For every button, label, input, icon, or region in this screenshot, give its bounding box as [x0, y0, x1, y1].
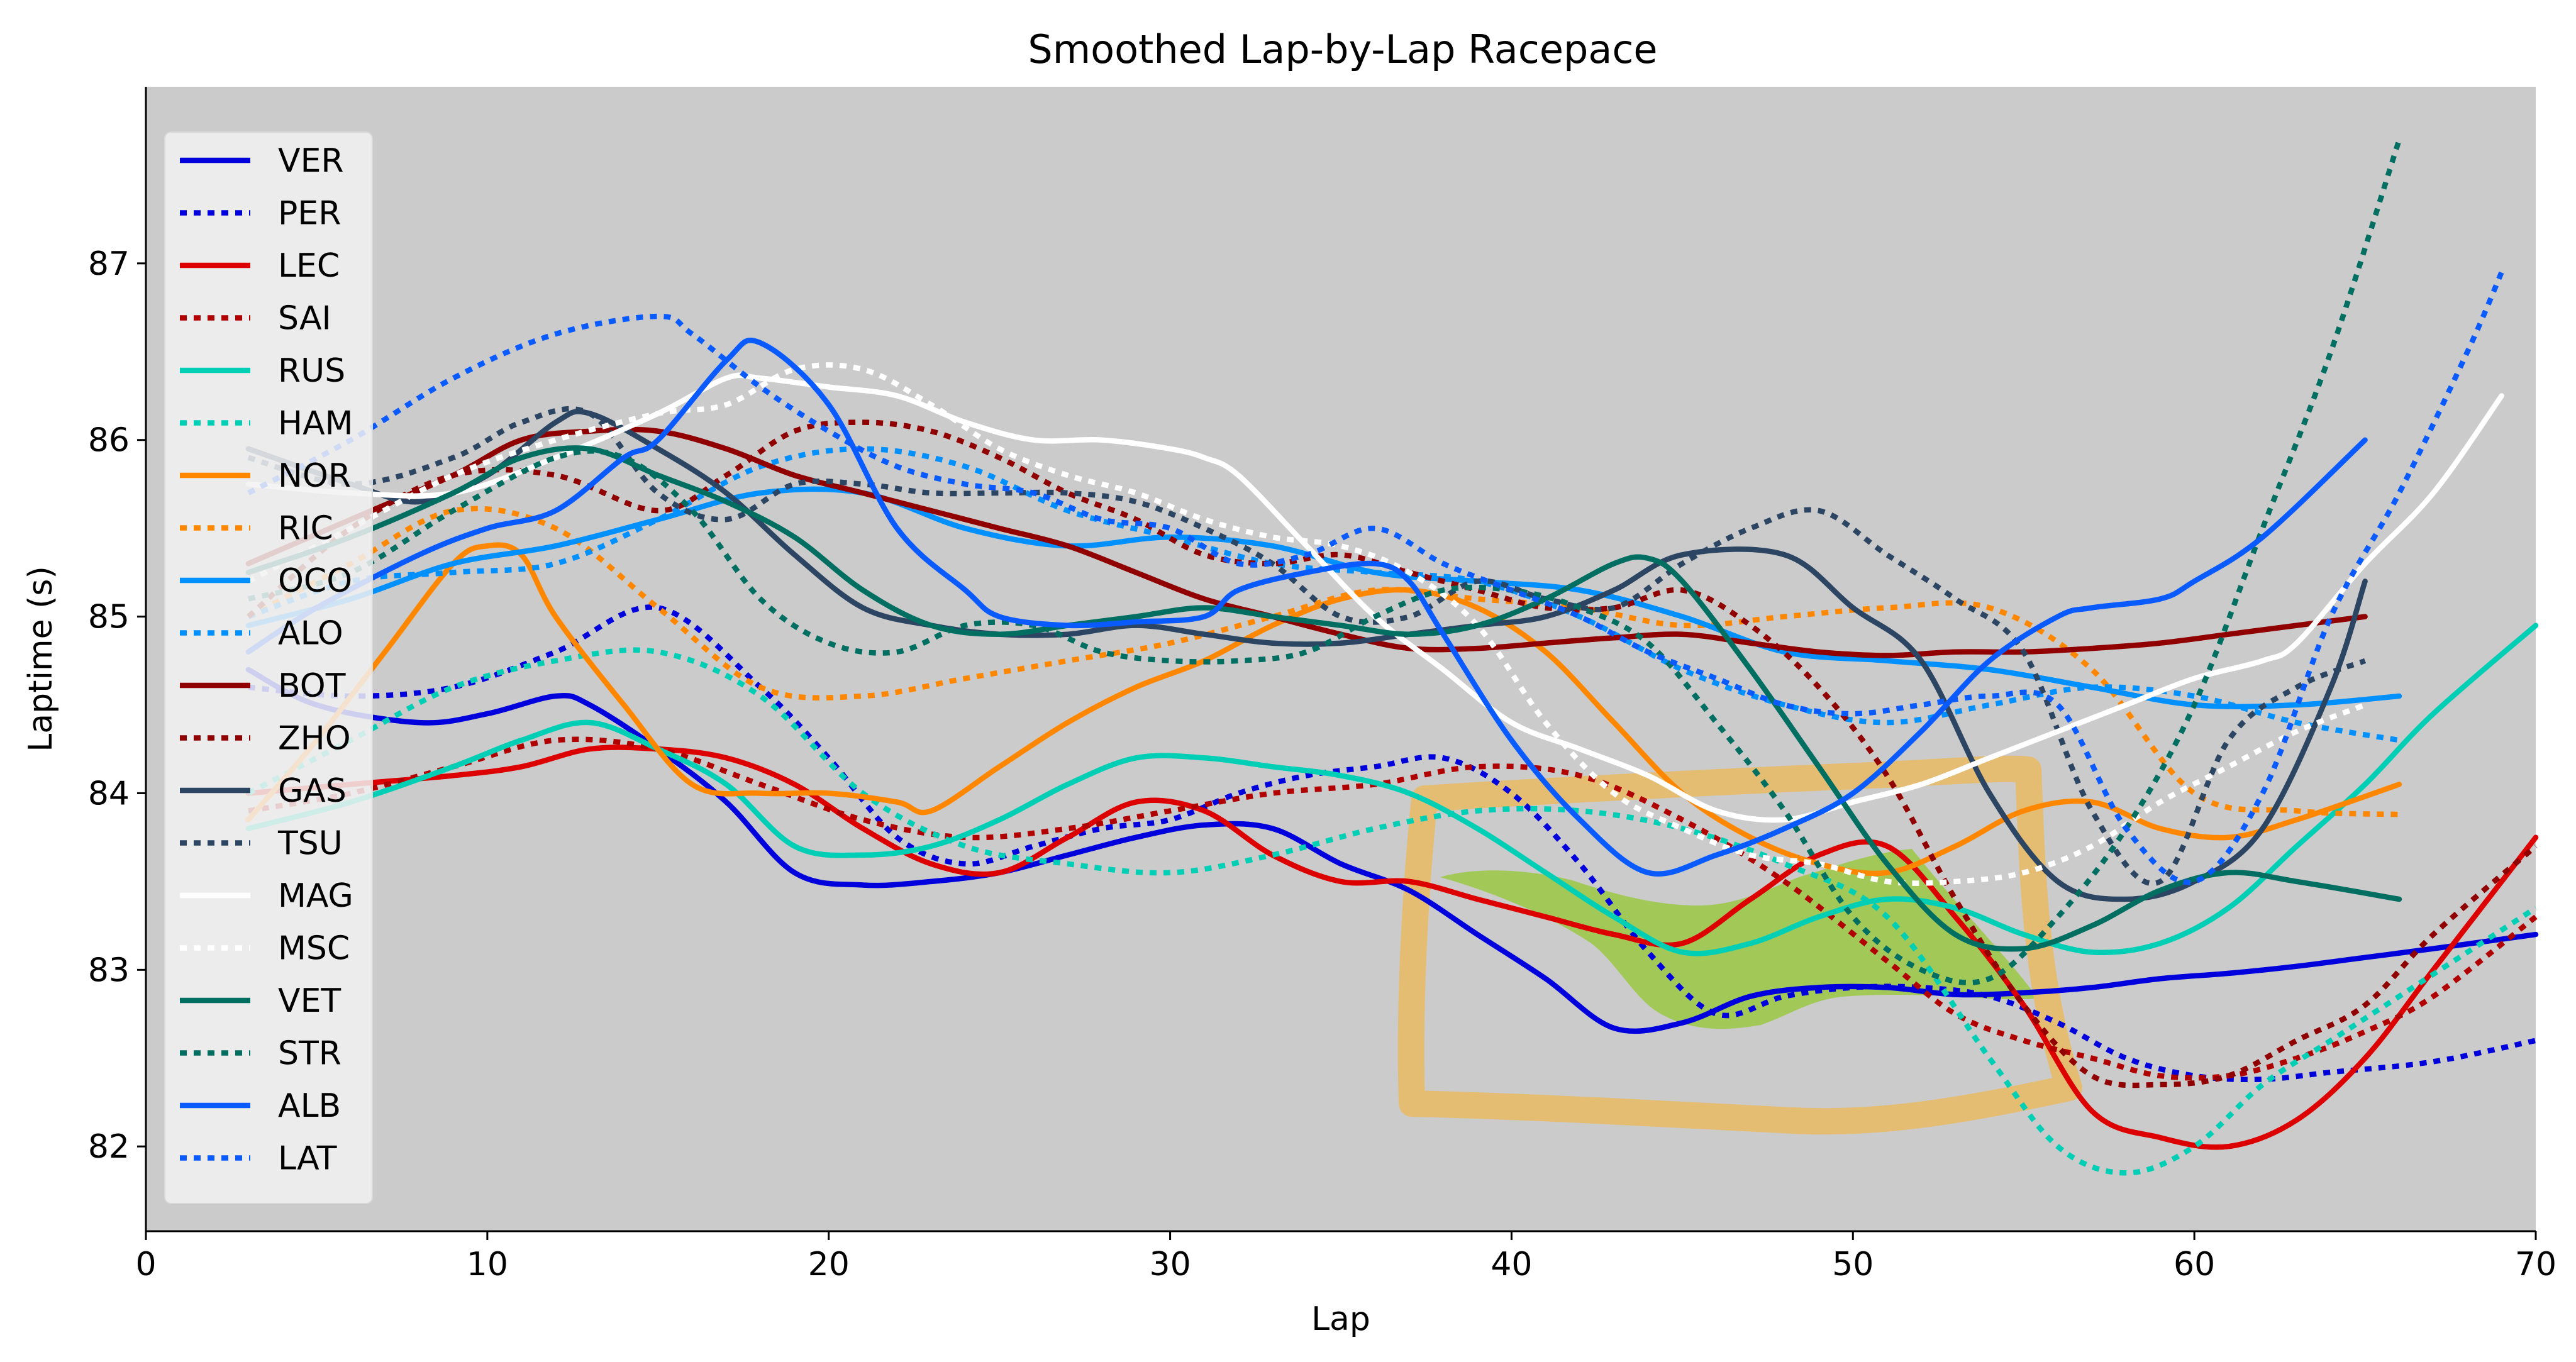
x-axis-label: Lap — [1311, 1300, 1370, 1338]
legend-label: VET — [278, 982, 341, 1020]
x-tick-label: 20 — [808, 1246, 850, 1283]
x-tick-label: 50 — [1832, 1246, 1874, 1283]
legend-label: VER — [278, 142, 344, 180]
series-line-mag — [245, 372, 2504, 823]
legend-label: SAI — [278, 300, 331, 338]
legend-label: HAM — [278, 405, 353, 443]
axes: 0 10 20 30 40 50 60 70 82 83 84 85 86 87 — [88, 87, 2557, 1283]
legend-label: PER — [278, 195, 341, 233]
series-lines — [245, 138, 2539, 1176]
legend-label: GAS — [278, 772, 347, 810]
x-tick-label: 40 — [1491, 1246, 1532, 1283]
y-tick-label: 86 — [88, 422, 130, 460]
series-line-ham — [247, 647, 2538, 1176]
series-line-alb — [245, 337, 2368, 877]
legend-label: BOT — [278, 667, 346, 705]
x-tick-label: 10 — [467, 1246, 508, 1283]
x-tick-label: 30 — [1149, 1246, 1191, 1283]
series-line-gas — [245, 409, 2368, 902]
legend-label: TSU — [277, 825, 343, 863]
y-tick-label: 83 — [88, 951, 130, 989]
legend-label: RUS — [278, 352, 345, 390]
x-tick-label: 0 — [135, 1246, 156, 1283]
series-line-rus — [245, 623, 2539, 956]
legend-label: NOR — [278, 457, 351, 495]
legend-label: LAT — [278, 1140, 337, 1178]
plot-area — [146, 87, 2536, 1231]
y-tick-label: 82 — [88, 1128, 130, 1166]
legend-label: ALO — [278, 615, 343, 653]
legend: VER PER LEC SAI RUS HAM NOR RIC OCO ALO BOT ZHO GAS T… — [164, 131, 373, 1204]
y-axis-label: Laptime (s) — [22, 566, 60, 752]
legend-label: RIC — [278, 510, 333, 548]
legend-box — [164, 131, 373, 1204]
x-tick-label: 70 — [2515, 1246, 2557, 1283]
x-tick-label: 60 — [2174, 1246, 2215, 1283]
legend-label: ALB — [278, 1087, 341, 1125]
legend-label: MAG — [278, 877, 353, 915]
legend-label: ZHO — [278, 720, 351, 758]
series-line-nor — [245, 542, 2402, 877]
y-tick-label: 84 — [88, 775, 130, 812]
y-tick-label: 85 — [88, 599, 130, 636]
legend-label: MSC — [278, 930, 350, 968]
series-line-str — [247, 138, 2402, 985]
series-line-ric — [247, 506, 2400, 817]
series-line-lec — [245, 745, 2539, 1150]
series-line-ver — [245, 667, 2539, 1034]
legend-label: OCO — [278, 562, 352, 600]
legend-label: STR — [278, 1035, 341, 1073]
series-line-per — [248, 604, 2536, 1083]
y-tick-label: 87 — [88, 245, 130, 283]
chart-title: Smoothed Lap-by-Lap Racepace — [1028, 26, 1657, 72]
legend-label: LEC — [278, 247, 340, 285]
series-line-msc — [247, 362, 2367, 886]
